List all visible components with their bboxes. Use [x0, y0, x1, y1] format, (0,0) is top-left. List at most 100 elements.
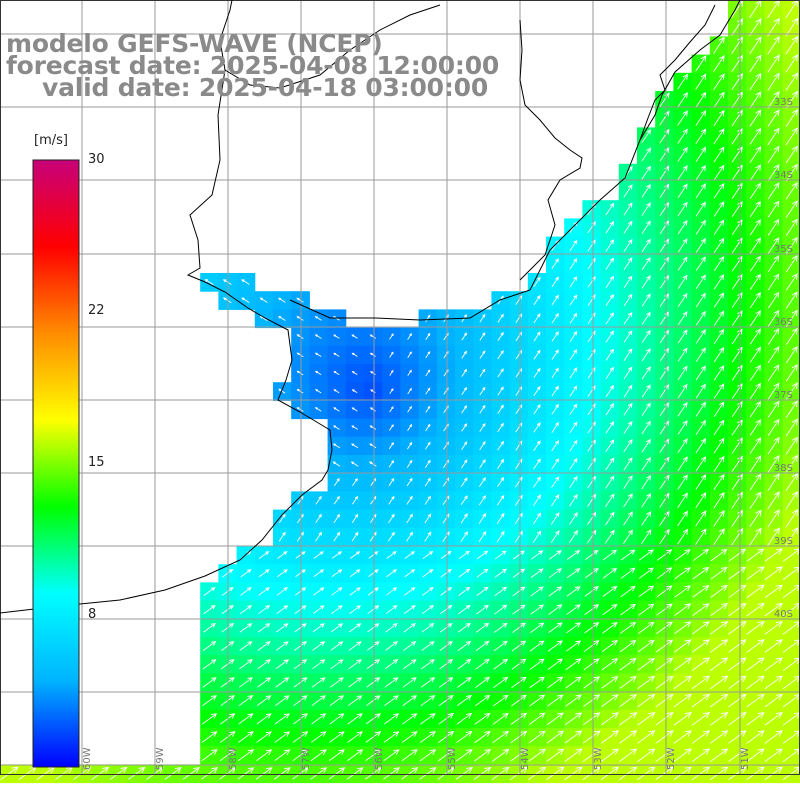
wind-arrow: [348, 641, 362, 651]
wind-arrow: [746, 748, 765, 762]
wind-arrow: [533, 476, 541, 488]
wind-arrow: [713, 91, 725, 109]
wind-arrow: [494, 604, 508, 615]
wind-arrow: [638, 621, 655, 634]
wind-arrow: [329, 731, 345, 743]
lat-label: 39S: [774, 536, 793, 547]
wind-arrow: [352, 495, 358, 505]
wind-arrow: [293, 695, 308, 706]
wind-arrow: [601, 676, 619, 689]
wind-arrow: [764, 584, 783, 599]
wind-arrow: [389, 424, 394, 431]
wind-arrow: [201, 731, 218, 743]
wind-arrow: [767, 509, 780, 528]
wind-arrow: [677, 146, 688, 162]
wind-arrow: [551, 367, 559, 379]
wind-arrow: [479, 386, 486, 396]
wind-arrow: [474, 730, 491, 744]
wind-arrow: [623, 475, 633, 489]
wind-arrow: [713, 255, 725, 272]
wind-arrow: [258, 605, 271, 615]
wind-arrow: [785, 527, 799, 547]
wind-arrow: [601, 658, 619, 671]
wind-arrow: [461, 386, 467, 396]
wind-arrow: [605, 330, 614, 343]
wind-arrow: [728, 639, 747, 653]
wind-arrow: [764, 675, 783, 690]
wind-arrow: [407, 387, 412, 395]
wind-arrow: [767, 109, 780, 127]
wind-arrow: [460, 531, 468, 543]
wind-arrow: [749, 400, 762, 418]
wind-arrow: [530, 568, 544, 578]
wind-arrow: [713, 310, 725, 326]
wind-arrow: [349, 569, 361, 578]
wind-arrow: [710, 657, 729, 671]
wind-arrow: [713, 292, 725, 308]
wind-arrow: [605, 475, 615, 489]
wind-arrow: [623, 293, 633, 307]
lon-label: 56W: [374, 747, 385, 770]
wind-arrow: [528, 712, 546, 725]
wind-arrow: [695, 510, 707, 527]
wind-arrow: [258, 569, 270, 578]
wind-arrow: [530, 550, 544, 560]
wind-arrow: [785, 200, 798, 218]
wind-arrow: [551, 349, 559, 360]
wind-arrow: [333, 531, 341, 542]
wind-arrow: [767, 236, 780, 254]
wind-arrow: [782, 730, 800, 744]
wind-arrow: [314, 334, 322, 339]
wind-arrow: [275, 641, 289, 651]
wind-arrow: [424, 459, 431, 468]
wind-arrow: [731, 18, 744, 36]
wind-arrow: [407, 369, 412, 377]
wind-arrow: [767, 327, 780, 345]
wind-arrow: [677, 510, 688, 527]
wind-arrow: [475, 658, 490, 670]
wind-arrow: [695, 110, 707, 126]
wind-arrow: [569, 403, 578, 415]
wind-arrow: [351, 425, 358, 430]
wind-arrow: [728, 766, 747, 781]
wind-arrow: [533, 422, 541, 433]
wind-arrow: [641, 438, 651, 453]
wind-arrow: [497, 386, 504, 396]
wind-arrow: [695, 73, 707, 90]
wind-arrow: [312, 623, 325, 633]
wind-arrow: [386, 551, 397, 559]
wind-arrow: [695, 419, 706, 435]
wind-arrow: [461, 332, 467, 341]
colorbar-unit: [m/s]: [34, 133, 68, 148]
wind-arrow: [637, 693, 656, 708]
wind-arrow: [424, 495, 431, 505]
wind-arrow: [623, 438, 633, 453]
wind-arrow: [422, 551, 434, 559]
wind-arrow: [641, 183, 651, 198]
wind-arrow: [365, 749, 382, 762]
wind-arrow: [782, 657, 800, 671]
wind-arrow: [530, 604, 544, 615]
wind-arrow: [731, 91, 743, 109]
wind-arrow: [91, 766, 110, 780]
wind-arrow: [728, 602, 747, 617]
wind-arrow: [565, 694, 582, 707]
wind-arrow: [312, 641, 326, 651]
wind-arrow: [474, 712, 491, 725]
wind-arrow: [241, 279, 250, 285]
wind-arrow: [421, 659, 435, 670]
wind-arrow: [425, 351, 431, 359]
wind-arrow: [497, 331, 504, 341]
wind-arrow: [424, 477, 431, 487]
wind-arrow: [328, 767, 346, 780]
wind-arrow: [331, 605, 343, 614]
wind-arrow: [455, 767, 473, 780]
wind-arrow: [440, 568, 452, 578]
wind-arrow: [203, 604, 216, 615]
wind-arrow: [749, 291, 761, 309]
wind-arrow: [746, 621, 765, 635]
wind-arrow: [461, 368, 467, 377]
wind-arrow: [530, 622, 545, 634]
wind-arrow: [728, 566, 747, 580]
wind-arrow: [695, 365, 706, 381]
